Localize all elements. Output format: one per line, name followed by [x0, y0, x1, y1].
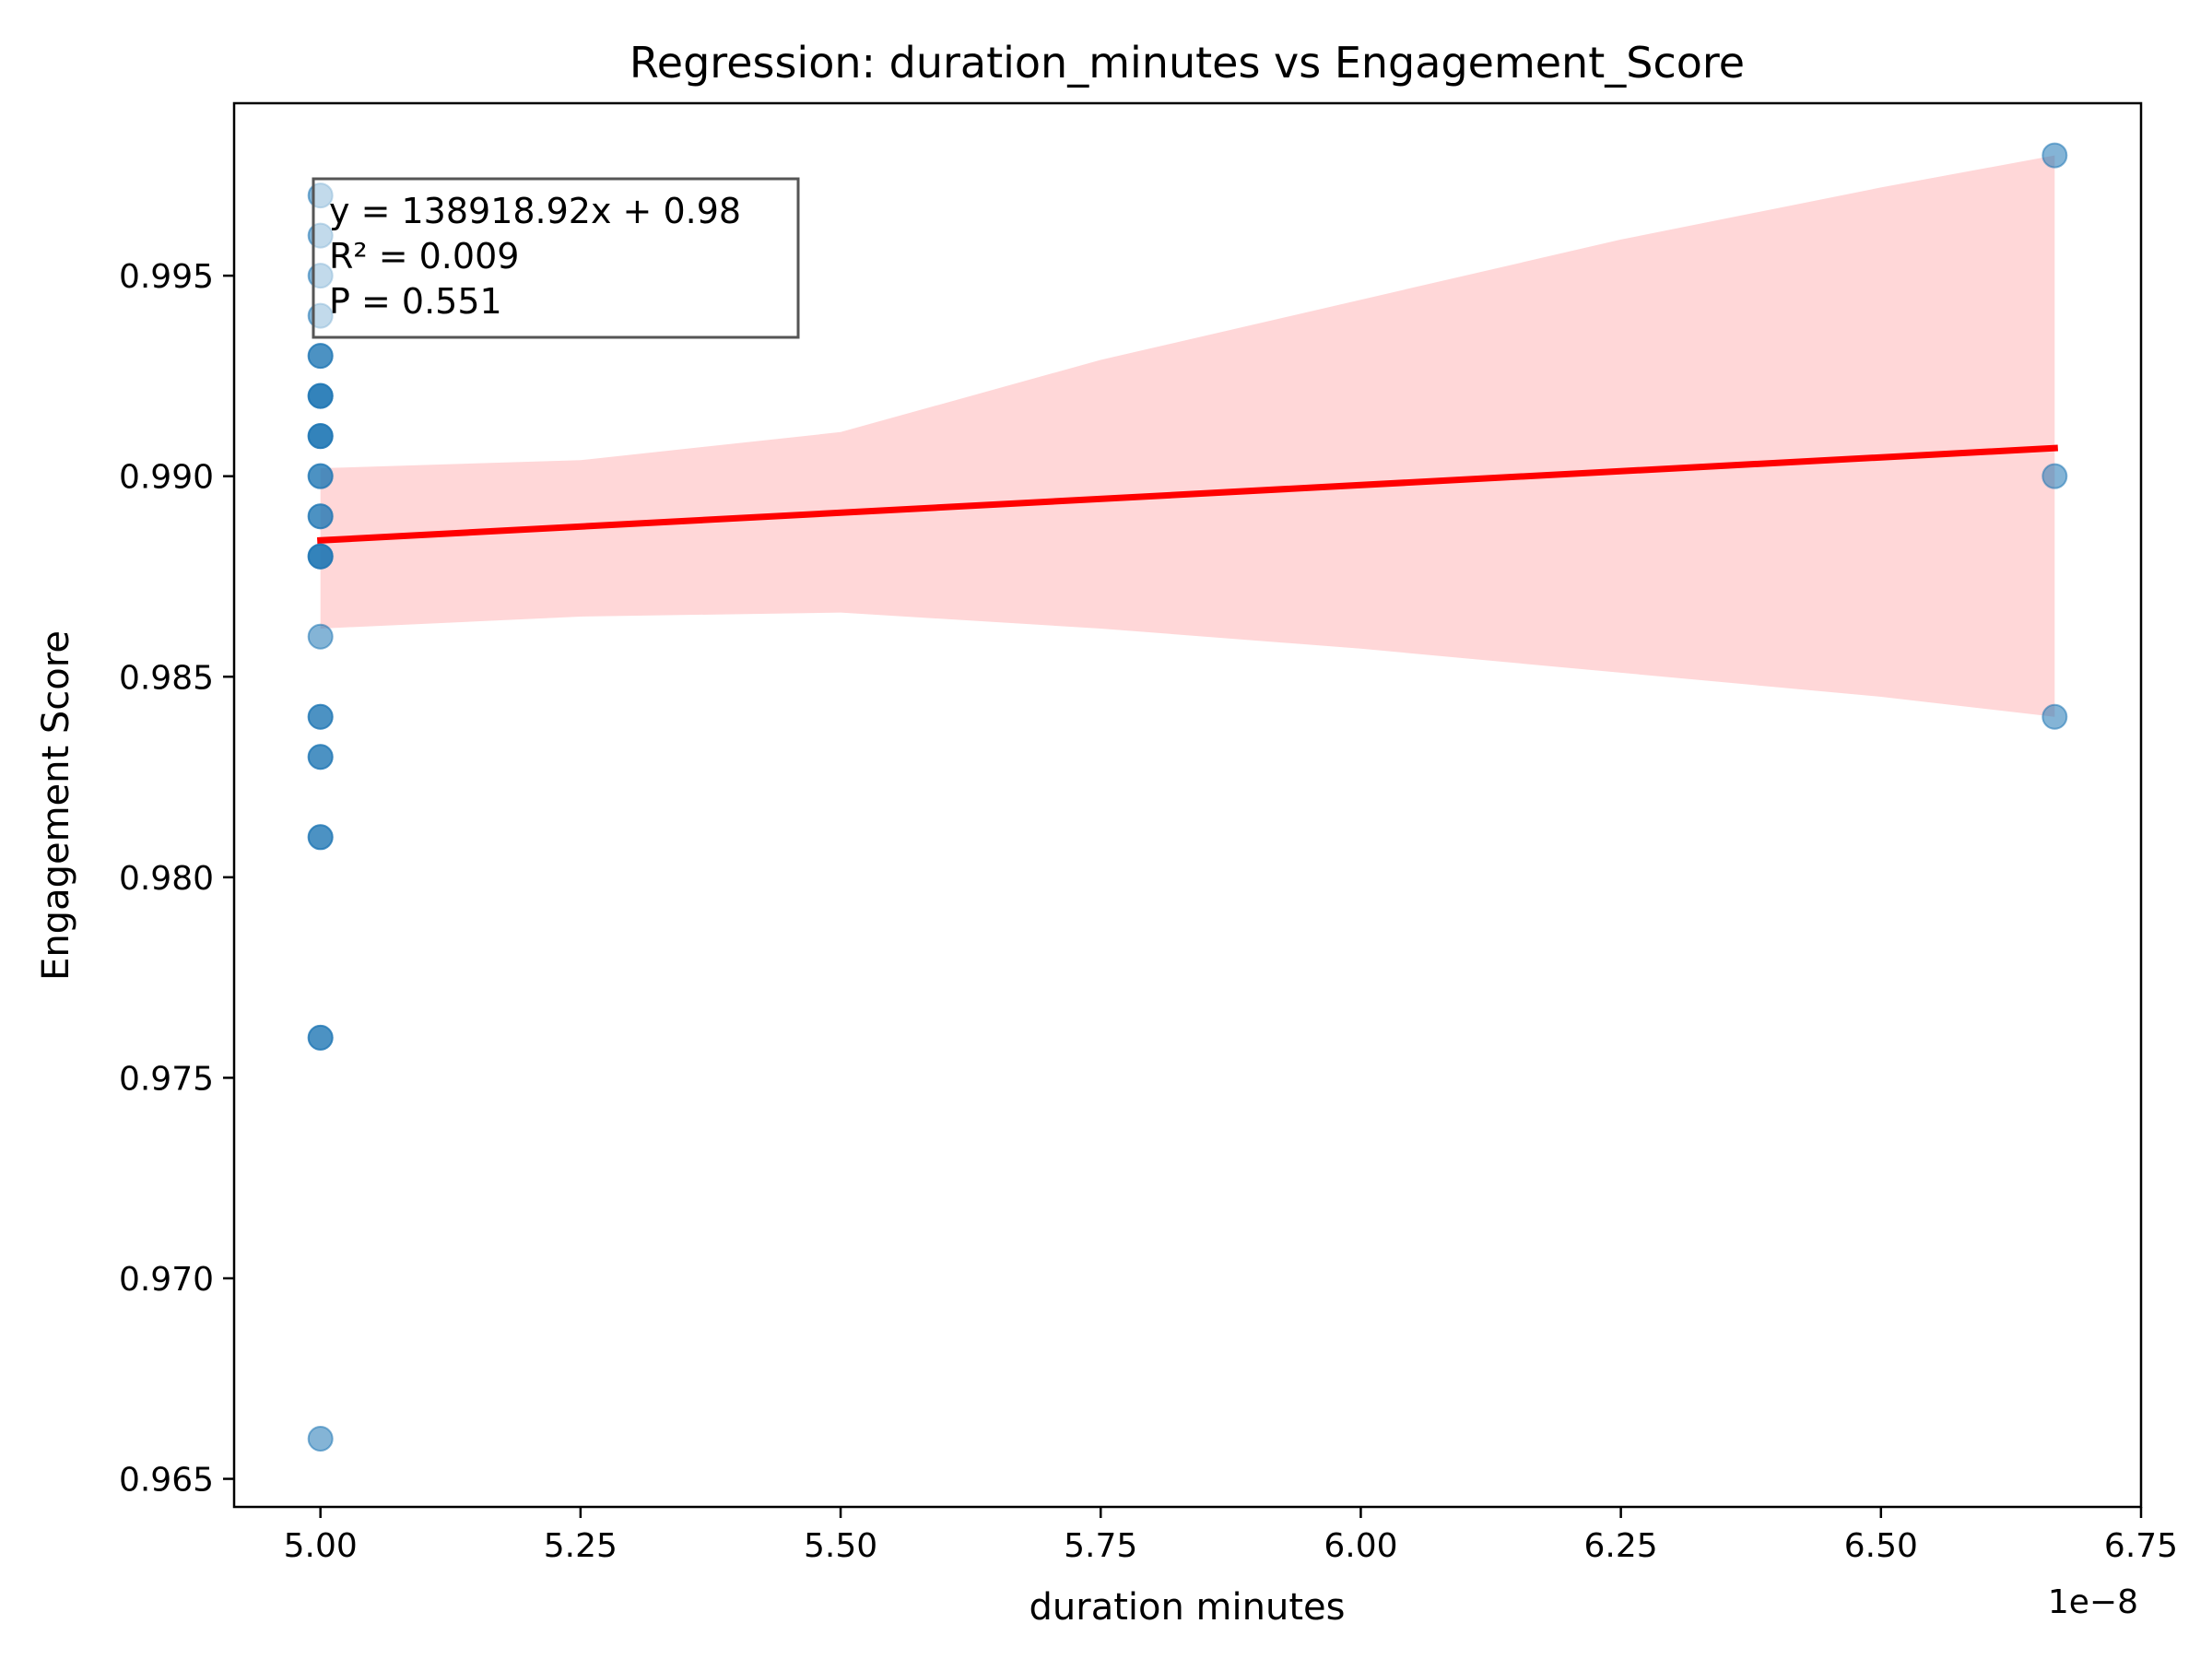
y-tick-label: 0.980	[119, 860, 214, 898]
scatter-point	[307, 623, 334, 650]
scatter-point	[307, 343, 334, 370]
equation-text: y = 138918.92x + 0.98	[329, 191, 741, 231]
x-tick-label: 6.75	[2104, 1527, 2178, 1565]
y-tick-label: 0.995	[119, 258, 214, 296]
y-tick-label: 0.985	[119, 659, 214, 697]
scatter-point	[307, 543, 334, 570]
x-tick-label: 6.50	[1844, 1527, 1918, 1565]
scatter-point	[307, 503, 334, 530]
x-tick-label: 5.00	[284, 1527, 358, 1565]
y-axis-label: Engagement Score	[35, 630, 77, 981]
regression-stats-box: y = 138918.92x + 0.98 R² = 0.009 P = 0.5…	[312, 177, 800, 339]
x-axis-ticks: 5.00 5.25 5.50 5.75 6.00 6.25 6.50 6.75	[284, 1507, 2178, 1565]
scatter-point	[307, 1024, 334, 1051]
regression-line	[317, 444, 2058, 544]
scatter-point	[307, 382, 334, 409]
plot-frame	[232, 101, 2143, 1509]
x-tick-label: 6.25	[1584, 1527, 1658, 1565]
scatter-point	[307, 744, 334, 771]
y-tick-label: 0.990	[119, 459, 214, 497]
scatter-point	[307, 1426, 334, 1453]
x-tick-label: 5.75	[1064, 1527, 1137, 1565]
y-axis-ticks: 0.965 0.970 0.975 0.980 0.985 0.990 0.995	[119, 258, 234, 1500]
p-value-text: P = 0.551	[329, 281, 502, 322]
x-tick-label: 5.25	[544, 1527, 618, 1565]
y-tick-label: 0.965	[119, 1462, 214, 1500]
scatter-point	[2041, 463, 2068, 489]
regression-line-layer	[317, 444, 2058, 544]
stats-box-frame	[312, 177, 800, 339]
x-tick-label: 6.00	[1324, 1527, 1397, 1565]
scatter-point	[307, 824, 334, 851]
scatter-point	[307, 423, 334, 450]
scatter-point	[307, 463, 334, 489]
x-tick-label: 5.50	[804, 1527, 877, 1565]
chart-title: Regression: duration_minutes vs Engageme…	[629, 38, 1745, 88]
confidence-band-layer	[320, 155, 2055, 717]
confidence-band	[320, 155, 2055, 717]
scatter-point	[2041, 142, 2068, 169]
scatter-point	[2041, 703, 2068, 730]
scatter-point	[307, 703, 334, 730]
x-axis-offset-label: 1e−8	[2048, 1583, 2138, 1621]
y-tick-label: 0.975	[119, 1060, 214, 1098]
y-tick-label: 0.970	[119, 1261, 214, 1299]
r-squared-text: R² = 0.009	[329, 236, 519, 276]
x-axis-label: duration minutes	[1030, 1586, 1346, 1629]
